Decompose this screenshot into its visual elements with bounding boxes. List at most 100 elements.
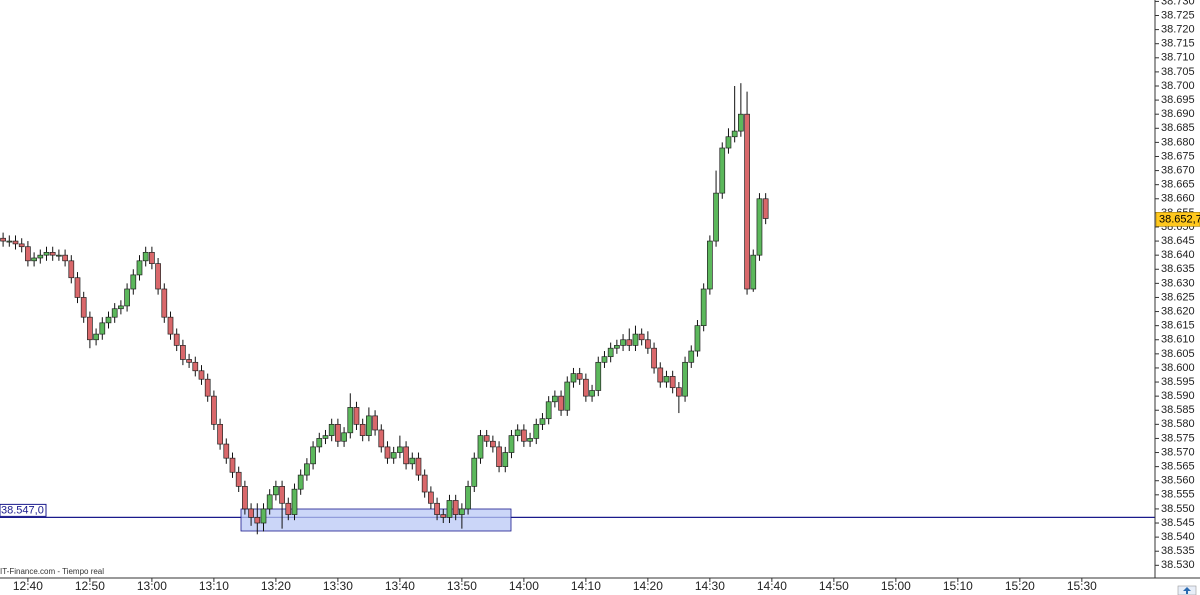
- x-tick-label: 14:40: [757, 579, 787, 593]
- candle-body: [87, 316, 93, 341]
- y-tick-label: 38.700: [1161, 80, 1195, 92]
- candle-body: [118, 305, 124, 310]
- y-tick-label: 38.630: [1161, 277, 1195, 289]
- candle-body: [527, 438, 533, 442]
- candle-body: [384, 446, 391, 459]
- x-tick-label: 13:00: [137, 579, 167, 593]
- candle-body: [198, 370, 205, 380]
- level-label-box: [0, 503, 47, 517]
- candle-body: [248, 508, 254, 518]
- y-tick-label: 38.625: [1161, 291, 1195, 303]
- y-tick-label: 38.565: [1161, 461, 1195, 473]
- candle-body: [229, 457, 236, 473]
- y-tick-label: 38.710: [1161, 52, 1195, 64]
- y-tick-label: 38.680: [1161, 136, 1195, 148]
- candle-body: [297, 474, 304, 490]
- candle-body: [477, 435, 484, 459]
- x-tick-label: 15:10: [943, 579, 973, 593]
- x-tick-label: 13:20: [261, 579, 291, 593]
- y-tick-label: 38.585: [1161, 404, 1195, 416]
- candle-body: [49, 251, 56, 256]
- candle-body: [291, 488, 298, 515]
- candle-body: [359, 423, 366, 436]
- candle-body: [25, 246, 31, 262]
- candle-body: [440, 514, 447, 518]
- y-tick-label: 38.610: [1161, 334, 1195, 346]
- candle-body: [533, 423, 540, 439]
- x-tick-label: 15:00: [881, 579, 911, 593]
- support-zone: [240, 508, 512, 532]
- x-tick-label: 13:30: [323, 579, 353, 593]
- candle-body: [502, 452, 509, 467]
- candle-body: [508, 435, 515, 453]
- y-tick-label: 38.540: [1161, 531, 1195, 543]
- candle-body: [223, 443, 230, 459]
- candle-body: [167, 316, 174, 335]
- candle-body: [335, 423, 341, 442]
- candle-body: [192, 361, 199, 372]
- candle-body: [18, 243, 25, 248]
- level-label: 38.547,0: [1, 504, 44, 516]
- x-tick-label: 14:10: [571, 579, 601, 593]
- candle-body: [254, 517, 261, 524]
- candle-body: [645, 339, 651, 349]
- x-tick-label: 14:50: [819, 579, 849, 593]
- candle-body: [595, 361, 602, 391]
- candle-body: [521, 429, 527, 442]
- candle-body: [397, 446, 403, 453]
- candle-body: [514, 429, 521, 436]
- candle-body: [372, 415, 378, 431]
- scroll-arrow: [1183, 587, 1191, 594]
- y-tick-label: 38.685: [1161, 122, 1195, 134]
- y-tick-label: 38.670: [1161, 164, 1195, 176]
- candle-body: [37, 254, 44, 259]
- candle-body: [719, 147, 726, 194]
- x-tick-label: 15:30: [1067, 579, 1097, 593]
- candle-body: [434, 502, 440, 515]
- candle-body: [682, 361, 688, 397]
- candle-body: [626, 339, 633, 346]
- candle-body: [738, 113, 744, 132]
- candle-body: [762, 198, 769, 219]
- y-tick-label: 38.725: [1161, 9, 1195, 21]
- y-tick-label: 38.555: [1161, 489, 1195, 501]
- candle-body: [322, 435, 329, 439]
- candle-body: [446, 500, 453, 518]
- candle-body: [155, 263, 161, 290]
- candles: [0, 83, 769, 535]
- candle-body: [105, 316, 112, 324]
- candle-body: [31, 257, 37, 262]
- last-price-label: 38.652,7: [1159, 213, 1200, 225]
- x-tick-label: 12:50: [75, 579, 105, 593]
- x-tick-label: 14:20: [633, 579, 663, 593]
- candle-body: [744, 113, 750, 290]
- candle-body: [756, 198, 763, 256]
- candle-body: [180, 345, 186, 360]
- scroll-button[interactable]: [1177, 585, 1197, 595]
- candle-body: [173, 333, 180, 346]
- y-tick-label: 38.600: [1161, 362, 1195, 374]
- x-tick-label: 14:00: [509, 579, 539, 593]
- y-tick-label: 38.645: [1161, 235, 1195, 247]
- x-tick-label: 13:10: [199, 579, 229, 593]
- candle-body: [68, 260, 75, 279]
- y-tick-label: 38.550: [1161, 503, 1195, 515]
- candle-body: [217, 423, 223, 445]
- candle-body: [111, 308, 118, 318]
- candle-body: [136, 260, 143, 276]
- candle-body: [676, 387, 682, 397]
- candle-body: [285, 502, 292, 515]
- candle-body: [707, 240, 713, 290]
- candle-body: [570, 373, 577, 383]
- x-tick-label: 13:40: [385, 579, 415, 593]
- y-tick-label: 38.665: [1161, 179, 1195, 191]
- candle-body: [304, 463, 310, 476]
- candle-body: [328, 423, 335, 436]
- candle-body: [545, 401, 552, 420]
- y-tick-label: 38.720: [1161, 24, 1195, 36]
- candle-body: [750, 254, 757, 290]
- candle-body: [409, 457, 416, 465]
- candle-body: [694, 325, 701, 352]
